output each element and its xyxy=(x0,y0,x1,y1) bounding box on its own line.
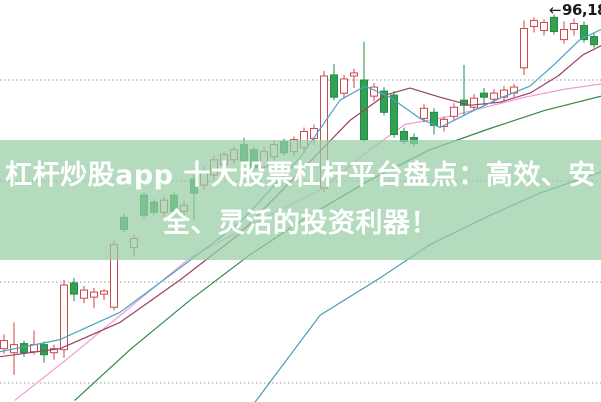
price-label: ←96,18 xyxy=(549,1,601,19)
ma-maroon xyxy=(0,45,601,358)
candle-bullish xyxy=(80,289,88,299)
candle-bearish xyxy=(580,24,588,41)
candle-bullish xyxy=(100,290,108,295)
candle-bullish xyxy=(0,340,8,350)
candle-bullish xyxy=(420,107,428,119)
candle-bullish xyxy=(540,21,548,32)
candle-bearish xyxy=(330,74,338,98)
candle-bearish xyxy=(380,90,388,113)
arrow-left-icon: ← xyxy=(548,1,562,19)
candle-bearish xyxy=(70,282,78,295)
candle-bullish xyxy=(490,92,498,100)
candle-bullish xyxy=(90,291,98,298)
candle-bullish xyxy=(570,22,578,31)
candle-bullish xyxy=(560,29,568,41)
candle-bullish xyxy=(450,106,458,117)
candle-bullish xyxy=(440,118,448,127)
candle-bullish xyxy=(50,348,58,354)
candle-bullish xyxy=(60,284,68,351)
headline-line-2: 全、灵活的投资利器！ xyxy=(163,208,438,239)
candle-bullish xyxy=(340,78,348,94)
candle-bullish xyxy=(530,19,538,27)
candle-bearish xyxy=(390,94,398,136)
price-label-value: 96,18 xyxy=(562,1,601,19)
candle-bearish xyxy=(20,343,28,354)
headline-line-1: 杠杆炒股app 十大股票杠杆平台盘点：高效、安 xyxy=(5,160,596,191)
candle-bullish xyxy=(470,97,478,108)
candle-bearish xyxy=(40,344,48,356)
candle-bullish xyxy=(520,27,528,69)
candle-bullish xyxy=(350,72,358,77)
candle-bearish xyxy=(550,16,558,33)
candle-bearish xyxy=(480,92,488,98)
candle-bearish xyxy=(590,36,598,46)
candle-bearish xyxy=(430,111,438,126)
ma-cyan xyxy=(0,28,601,353)
headline-banner: 杠杆炒股app 十大股票杠杆平台盘点：高效、安 全、灵活的投资利器！ xyxy=(0,140,601,260)
